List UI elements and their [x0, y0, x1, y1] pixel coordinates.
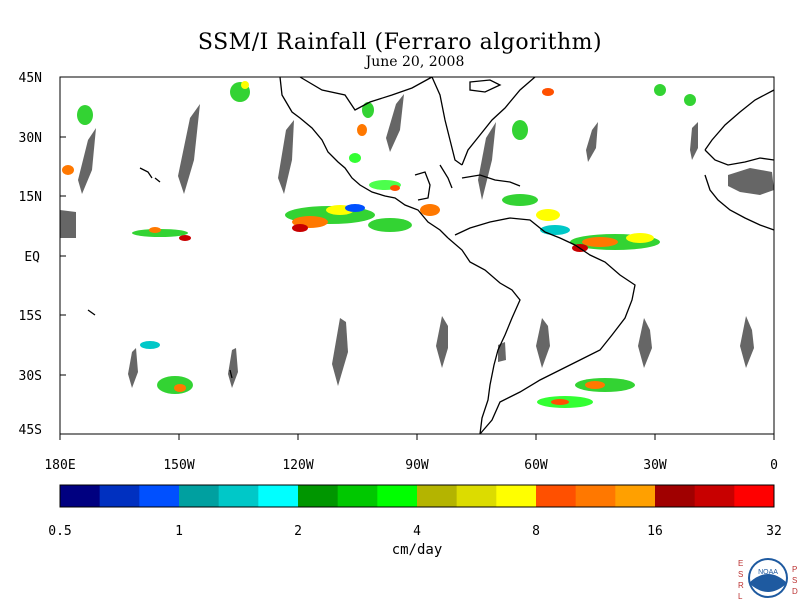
colorbar: 0.5 1 2 4 8 16 32 cm/day — [48, 484, 782, 558]
colorbar-label-4: 4 — [413, 524, 421, 539]
colorbar-swatch — [456, 485, 497, 507]
rain-patch-atlantic-itcz — [570, 233, 660, 252]
satellite-gap-band — [586, 122, 598, 162]
satellite-gap-band — [228, 348, 238, 388]
satellite-gap-band — [436, 316, 448, 368]
rain-patch-central-america — [368, 180, 440, 232]
colorbar-swatch — [60, 485, 101, 507]
map-date: June 20, 2008 — [365, 54, 465, 70]
map-title: SSM/I Rainfall (Ferraro algorithm) — [197, 30, 603, 55]
satellite-gap-band — [178, 104, 200, 194]
lon-label-120w: 120W — [282, 458, 313, 473]
lat-label-15n: 15N — [19, 190, 42, 205]
lon-label-150w: 150W — [163, 458, 194, 473]
rain-patches — [62, 81, 696, 408]
rain-patch-central-pacific — [132, 227, 191, 241]
colorbar-swatch — [496, 485, 537, 507]
lat-label-15s: 15S — [19, 309, 42, 324]
rain-patch-caribbean — [502, 194, 570, 235]
lat-label-30n: 30N — [19, 131, 42, 146]
satellite-gap-band — [690, 122, 698, 160]
colorbar-label-32: 32 — [766, 524, 782, 539]
satellite-gap-band — [128, 348, 138, 388]
latitude-axis: 45N 30N 15N EQ 15S 30S 45S — [19, 71, 66, 438]
colorbar-swatch — [139, 485, 180, 507]
coastlines — [87, 76, 775, 435]
colorbar-swatch — [694, 485, 735, 507]
rain-patch-east-pacific — [285, 204, 375, 232]
colorbar-swatch — [417, 485, 458, 507]
colorbar-swatch — [337, 485, 378, 507]
colorbar-swatch — [258, 485, 299, 507]
satellite-gap-bands — [78, 94, 754, 388]
satellite-gap-band — [332, 318, 348, 386]
colorbar-swatch — [615, 485, 656, 507]
satellite-gap-band — [638, 318, 652, 368]
satellite-gap-band — [386, 94, 404, 152]
rain-patch-south-atlantic — [537, 378, 635, 408]
colorbar-swatch — [377, 485, 418, 507]
lon-label-0: 0 — [770, 458, 778, 473]
noaa-logo: NOAA — [748, 558, 788, 598]
lon-label-90w: 90W — [405, 458, 429, 473]
colorbar-swatch — [575, 485, 616, 507]
lon-label-180e: 180E — [44, 458, 75, 473]
colorbar-swatch — [655, 485, 696, 507]
colorbar-label-16: 16 — [647, 524, 663, 539]
satellite-gap-band — [740, 316, 754, 368]
satellite-gap-band — [278, 120, 294, 194]
rain-patch-south-pacific — [140, 341, 193, 394]
lat-label-45n: 45N — [19, 71, 42, 86]
colorbar-swatch — [734, 485, 775, 507]
colorbar-label-2: 2 — [294, 524, 302, 539]
rain-patch-north-pacific — [62, 81, 250, 175]
colorbar-swatch — [179, 485, 220, 507]
colorbar-swatch — [536, 485, 577, 507]
colorbar-unit: cm/day — [392, 542, 443, 558]
lat-label-45s: 45S — [19, 423, 42, 438]
satellite-gap-band — [536, 318, 550, 368]
colorbar-swatch — [298, 485, 339, 507]
lat-label-30s: 30S — [19, 369, 42, 384]
colorbar-label-1: 1 — [175, 524, 183, 539]
colorbar-swatch — [99, 485, 140, 507]
lon-label-30w: 30W — [643, 458, 667, 473]
rain-patch-north-atlantic — [512, 84, 696, 140]
colorbar-swatch — [218, 485, 259, 507]
rain-patch-us — [349, 102, 374, 163]
colorbar-swatches — [60, 485, 775, 507]
lat-label-eq: EQ — [24, 250, 40, 265]
satellite-gap-band — [78, 128, 96, 194]
lon-label-60w: 60W — [524, 458, 548, 473]
land-data-gap — [60, 168, 774, 362]
satellite-gap-band — [478, 122, 496, 200]
colorbar-label-8: 8 — [532, 524, 540, 539]
longitude-axis: 180E 150W 120W 90W 60W 30W 0 — [44, 434, 778, 473]
map-area — [59, 76, 775, 435]
logo-center-text: NOAA — [758, 569, 778, 576]
colorbar-label-0-5: 0.5 — [48, 524, 71, 539]
